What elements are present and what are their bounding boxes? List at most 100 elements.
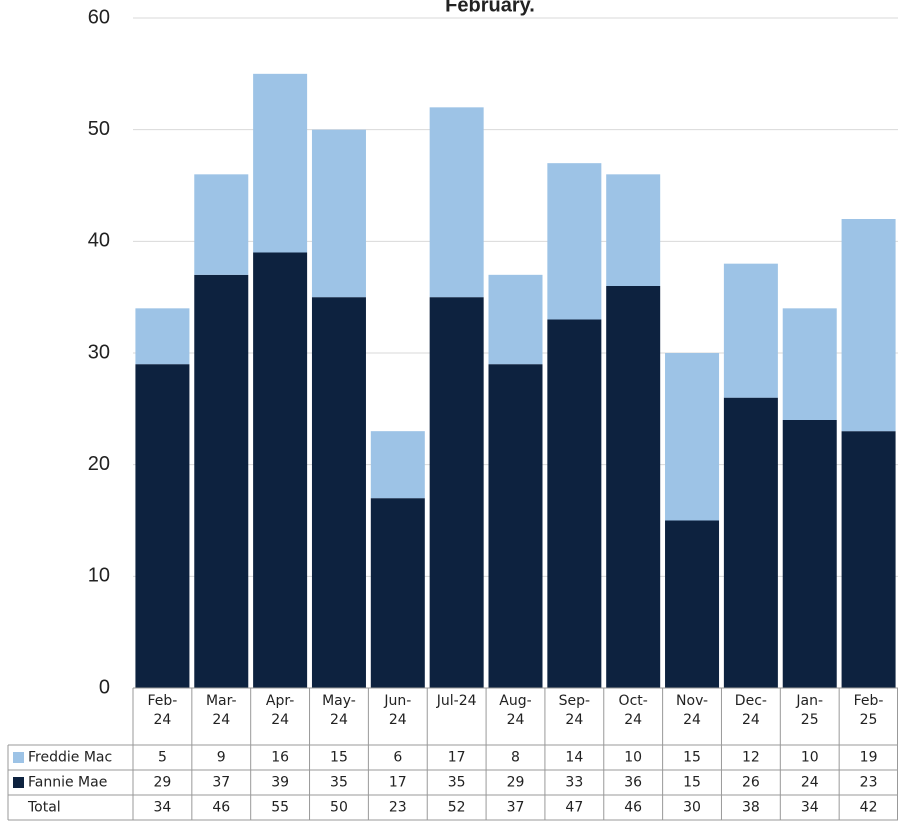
- x-tick-label: Sep-24: [558, 693, 591, 728]
- bar-segment: [547, 163, 602, 320]
- y-tick-label: 20: [88, 453, 110, 475]
- x-tick-label: Mar-24: [205, 693, 237, 728]
- bar-segment: [253, 252, 308, 688]
- y-tick-label: 40: [88, 230, 110, 252]
- table-value: 39: [271, 775, 289, 791]
- table-value: 14: [565, 750, 583, 766]
- y-tick-label: 50: [88, 118, 110, 140]
- bar-segment: [311, 297, 366, 688]
- bar-segment: [253, 73, 308, 253]
- bar-segment: [370, 498, 425, 688]
- table-total: 34: [801, 800, 819, 816]
- bar-segment: [841, 219, 896, 432]
- bar-segment: [606, 174, 661, 286]
- bar-segment: [194, 274, 249, 688]
- category-label-box: Sep-24: [558, 693, 591, 728]
- x-tick-label: Feb-24: [147, 693, 178, 728]
- legend-swatch: [13, 777, 24, 788]
- bar-segment: [723, 263, 778, 398]
- table-value: 5: [158, 750, 167, 766]
- table-value: 15: [683, 775, 701, 791]
- bar-segment: [488, 364, 543, 688]
- x-tick-label: Dec-24: [734, 693, 767, 728]
- category-label-box: Feb-24: [147, 693, 178, 728]
- bar-segment: [429, 297, 484, 688]
- x-tick-label: Jul-24: [436, 693, 477, 709]
- table-value: 35: [448, 775, 466, 791]
- table-value: 8: [511, 750, 520, 766]
- table-value: 37: [212, 775, 230, 791]
- bar-segment: [665, 353, 720, 521]
- table-value: 17: [448, 750, 466, 766]
- bar-segment: [547, 319, 602, 688]
- table-value: 29: [507, 775, 525, 791]
- table-value: 10: [801, 750, 819, 766]
- table-value: 12: [742, 750, 760, 766]
- legend-label: Fannie Mae: [28, 775, 107, 791]
- table-total: 50: [330, 800, 348, 816]
- table-total: 37: [507, 800, 525, 816]
- x-tick-label: Oct-24: [618, 693, 648, 728]
- category-label-box: Jun-24: [384, 693, 412, 728]
- table-total: 23: [389, 800, 407, 816]
- category-label-box: Feb-25: [853, 693, 884, 728]
- table-value: 17: [389, 775, 407, 791]
- bar-segment: [311, 129, 366, 298]
- bar-segment: [782, 308, 837, 420]
- y-tick-label: 10: [88, 565, 110, 587]
- bar-segment: [135, 364, 190, 688]
- category-label-box: Nov-24: [676, 693, 709, 728]
- table-value: 33: [565, 775, 583, 791]
- table-value: 23: [860, 775, 878, 791]
- bar-segment: [665, 520, 720, 688]
- legend-label: Freddie Mac: [28, 750, 112, 766]
- table-value: 9: [217, 750, 226, 766]
- table-value: 6: [393, 750, 402, 766]
- bar-segment: [194, 174, 249, 275]
- table-value: 29: [154, 775, 172, 791]
- category-label-box: Oct-24: [618, 693, 648, 728]
- table-total: 34: [154, 800, 172, 816]
- table-total: 42: [860, 800, 878, 816]
- bar-segment: [429, 107, 484, 298]
- table-value: 10: [624, 750, 642, 766]
- bar-segment: [723, 397, 778, 688]
- table-total: 55: [271, 800, 289, 816]
- chart-title: February.: [445, 0, 535, 16]
- table-value: 24: [801, 775, 819, 791]
- table-value: 35: [330, 775, 348, 791]
- table-value: 19: [860, 750, 878, 766]
- table-value: 26: [742, 775, 760, 791]
- bar-segment: [370, 431, 425, 499]
- table-total: 30: [683, 800, 701, 816]
- table-total: 38: [742, 800, 760, 816]
- y-tick-label: 0: [99, 676, 110, 698]
- x-tick-label: Apr-24: [265, 693, 295, 728]
- bar-segment: [841, 431, 896, 688]
- category-label-box: Dec-24: [734, 693, 767, 728]
- bar-segment: [606, 286, 661, 688]
- y-tick-label: 60: [88, 6, 110, 28]
- category-label-box: Jul-24: [436, 693, 477, 709]
- category-label-box: Aug-24: [499, 693, 532, 728]
- x-tick-label: Nov-24: [676, 693, 709, 728]
- table-value: 36: [624, 775, 642, 791]
- x-tick-label: Aug-24: [499, 693, 532, 728]
- category-label-box: Mar-24: [205, 693, 237, 728]
- table-total: 46: [624, 800, 642, 816]
- y-tick-label: 30: [88, 341, 110, 363]
- table-value: 15: [330, 750, 348, 766]
- table-value: 16: [271, 750, 289, 766]
- x-tick-label: Jan-25: [796, 693, 824, 728]
- total-label: Total: [27, 800, 61, 816]
- table-total: 46: [212, 800, 230, 816]
- bar-segment: [488, 274, 543, 365]
- bar-segment: [782, 420, 837, 688]
- bar-segment: [135, 308, 190, 365]
- table-total: 52: [448, 800, 466, 816]
- legend-swatch: [13, 752, 24, 763]
- x-tick-label: Jun-24: [384, 693, 412, 728]
- x-tick-label: Feb-25: [853, 693, 884, 728]
- category-label-box: Jan-25: [796, 693, 824, 728]
